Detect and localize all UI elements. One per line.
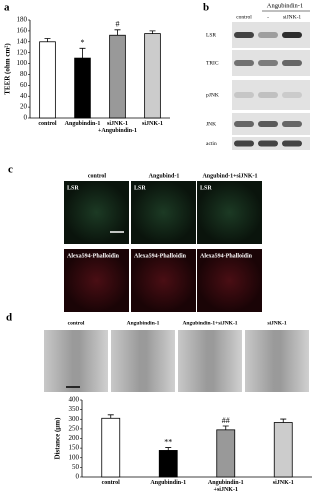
x-tick-label: Angubindin-1 <box>64 121 101 127</box>
significance-mark: # <box>116 20 120 29</box>
y-tick-label: 100 <box>69 453 80 461</box>
significance-mark: ## <box>222 416 230 425</box>
y-axis-label: TEER (ohm cm²) <box>4 43 12 95</box>
y-tick-label: 350 <box>69 405 80 413</box>
blot: control - siJNK-1 LSR TRIC pJNK JNK actin <box>206 14 310 150</box>
scratch-image <box>245 330 309 392</box>
blot-band <box>282 60 302 66</box>
blot-band <box>234 92 254 98</box>
lane-label: - <box>267 14 269 20</box>
image-label: Alexa594-Phalloidin <box>67 253 120 259</box>
micrograph <box>131 181 196 244</box>
micrograph <box>197 249 262 312</box>
image-label: LSR <box>67 185 79 191</box>
blot-row-label: JNK <box>206 121 216 127</box>
y-tick-label: 140 <box>17 37 28 45</box>
microscopy: controlLSRAlexa594-PhalloidinAngubind-1L… <box>64 173 262 312</box>
y-tick-label: 200 <box>69 434 80 442</box>
blot-band <box>282 92 302 98</box>
column-label: control <box>88 173 107 179</box>
blot-row-label: LSR <box>206 32 216 38</box>
blot-band <box>258 92 278 98</box>
blot-band <box>258 140 278 147</box>
micrograph <box>64 181 129 244</box>
y-tick-label: 400 <box>69 396 80 404</box>
blot-band <box>258 60 278 66</box>
x-tick-label: control <box>38 121 57 127</box>
image-label: LSR <box>200 185 212 191</box>
y-tick-label: 60 <box>20 81 28 89</box>
bar <box>39 41 56 119</box>
blot-band <box>234 32 254 38</box>
blot-band <box>234 60 254 66</box>
bar <box>216 429 236 478</box>
significance-mark: * <box>81 38 85 47</box>
y-tick-label: 160 <box>17 26 28 34</box>
blot-band <box>282 140 302 147</box>
y-tick-label: 0 <box>24 114 28 122</box>
bar <box>273 422 293 478</box>
y-tick-label: 20 <box>20 103 28 111</box>
x-tick-label: siJNK-1 <box>272 480 294 486</box>
micrograph <box>64 249 129 312</box>
bar <box>74 57 91 119</box>
y-tick-label: 0 <box>76 473 80 481</box>
blot-strip <box>232 80 310 110</box>
blot-band <box>258 32 278 38</box>
scratch-image <box>111 330 175 392</box>
x-tick-label: siJNK-1 <box>142 121 163 127</box>
column-label: siJNK-1 <box>267 320 287 326</box>
blot-row-label: pJNK <box>206 92 219 98</box>
blot-band <box>234 140 254 147</box>
panel-label: b <box>203 2 209 14</box>
scratch-images: control Angubindin-1 Angubindin-1+siJNK-1 s… <box>44 320 309 392</box>
column-label: control <box>68 320 85 326</box>
blot-row-label: TRIC <box>206 60 219 66</box>
y-tick-label: 50 <box>72 463 80 471</box>
lane-label: control <box>236 14 252 20</box>
panel-label: a <box>4 2 10 14</box>
blot-row-label: actin <box>206 141 217 147</box>
y-tick-label: 250 <box>69 424 80 432</box>
bar <box>109 34 126 119</box>
blot-band <box>282 121 302 127</box>
scratch-image <box>178 330 242 392</box>
blot-band <box>234 121 254 127</box>
bar <box>101 417 121 478</box>
bar <box>158 450 178 478</box>
significance-mark: ** <box>164 437 172 446</box>
lane-label: siJNK-1 <box>283 14 302 20</box>
micrograph <box>131 249 196 312</box>
panel-label: c <box>8 164 13 176</box>
micrograph <box>197 181 262 244</box>
y-tick-label: 300 <box>69 415 80 423</box>
column-label: Angubind-1+siJNK-1 <box>202 173 257 179</box>
y-tick-label: 100 <box>17 59 28 67</box>
y-axis-label: Distance (μm) <box>54 417 62 460</box>
image-label: LSR <box>134 185 146 191</box>
column-label: Angubindin-1+siJNK-1 <box>182 320 237 326</box>
column-label: Angubind-1 <box>149 173 180 179</box>
blot-group-label: Angubindin-1 <box>267 2 303 9</box>
x-tick-label: control <box>101 480 120 486</box>
charts: 0 20 40 60 80 100 120 140 160 180 TEER (ohm cm²) * #… <box>4 16 312 481</box>
bar <box>144 33 161 119</box>
panel-label: d <box>6 312 12 324</box>
x-tick-label: siJNK-1 +Angubindin-1 <box>97 121 138 134</box>
y-tick-label: 180 <box>17 16 28 24</box>
blot-band <box>258 121 278 127</box>
image-label: Alexa594-Phalloidin <box>134 253 187 259</box>
image-label: Alexa594-Phalloidin <box>200 253 253 259</box>
y-tick-label: 120 <box>17 48 28 56</box>
y-tick-label: 40 <box>20 92 28 100</box>
column-label: Angubindin-1 <box>127 320 160 326</box>
x-tick-label: Angubindin-1 +siJNK-1 <box>207 480 244 493</box>
y-tick-label: 80 <box>20 70 28 78</box>
y-tick-label: 150 <box>69 444 80 452</box>
x-tick-label: Angubindin-1 <box>150 480 187 486</box>
blot-band <box>282 32 302 38</box>
scratch-image <box>44 330 108 392</box>
